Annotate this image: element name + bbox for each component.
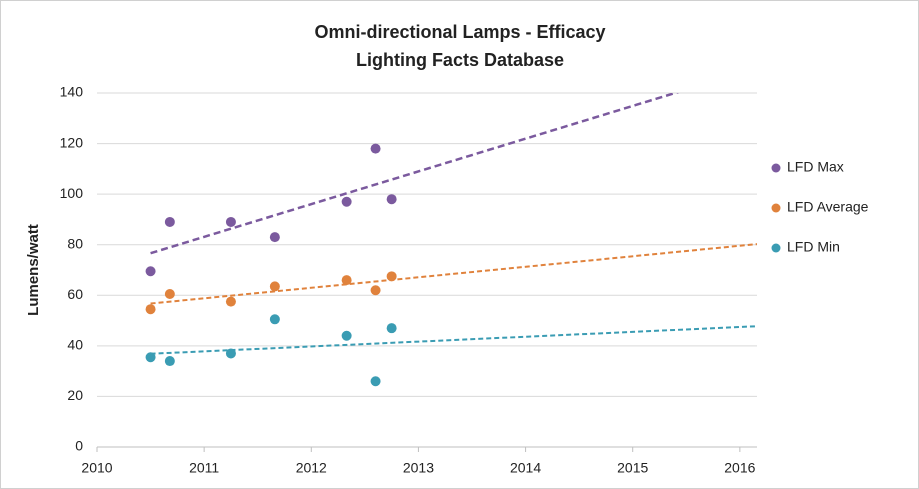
trendline	[150, 93, 680, 255]
point	[341, 275, 352, 286]
point	[386, 194, 397, 205]
y-tick-label: 0	[75, 438, 83, 454]
point	[225, 216, 236, 227]
y-tick-label: 80	[67, 235, 83, 251]
point	[269, 232, 280, 243]
y-tick-label: 120	[60, 134, 84, 150]
x-tick-label: 2013	[403, 460, 434, 476]
point	[341, 196, 352, 207]
point	[145, 304, 156, 315]
point	[370, 285, 381, 296]
legend-label: LFD Average	[787, 199, 869, 215]
legend-label: LFD Min	[787, 239, 840, 255]
chart-subtitle: Lighting Facts Database	[356, 50, 564, 70]
point	[341, 330, 352, 341]
point	[145, 266, 156, 277]
x-tick-label: 2010	[81, 460, 112, 476]
point	[269, 281, 280, 292]
point	[269, 314, 280, 325]
point	[164, 289, 175, 300]
y-axis-label: Lumens/watt	[25, 224, 42, 316]
point	[164, 356, 175, 367]
point	[145, 352, 156, 363]
x-tick-label: 2011	[189, 460, 219, 476]
x-tick-label: 2014	[510, 460, 541, 476]
point	[370, 143, 381, 154]
legend-label: LFD Max	[787, 159, 844, 175]
point	[225, 296, 236, 307]
y-tick-label: 60	[67, 286, 83, 302]
x-tick-label: 2015	[617, 460, 648, 476]
y-tick-label: 20	[67, 387, 83, 403]
y-tick-label: 140	[60, 84, 84, 100]
x-tick-label: 2016	[724, 460, 755, 476]
trendline	[150, 243, 757, 305]
point	[164, 216, 175, 227]
chart-title: Omni-directional Lamps - Efficacy	[314, 22, 605, 42]
point	[370, 376, 381, 387]
y-tick-label: 40	[67, 337, 83, 353]
legend-marker	[771, 203, 781, 213]
x-tick-label: 2012	[296, 460, 327, 476]
point	[225, 348, 236, 359]
point	[386, 323, 397, 334]
y-tick-label: 100	[60, 185, 84, 201]
point	[386, 271, 397, 282]
trendline	[150, 325, 757, 355]
legend-marker	[771, 243, 781, 253]
legend-marker	[771, 163, 781, 173]
